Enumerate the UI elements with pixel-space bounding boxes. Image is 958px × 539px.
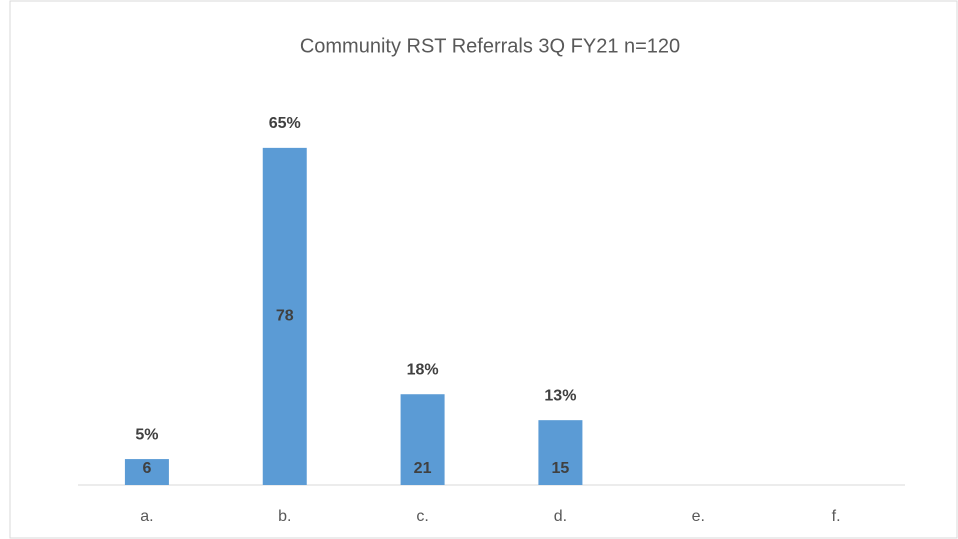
- x-tick-label: f.: [832, 508, 841, 525]
- count-label: 6: [142, 460, 151, 477]
- percent-label: 13%: [544, 387, 576, 404]
- percent-label: 65%: [269, 115, 301, 132]
- count-label: 15: [552, 460, 570, 477]
- count-label: 78: [276, 308, 294, 325]
- count-label: 21: [414, 460, 432, 477]
- x-tick-label: b.: [278, 508, 291, 525]
- bar: [262, 147, 307, 485]
- percent-label: 5%: [135, 426, 158, 443]
- chart-title: Community RST Referrals 3Q FY21 n=120: [300, 35, 680, 57]
- bar: [400, 394, 445, 485]
- percent-label: 18%: [407, 361, 439, 378]
- x-tick-label: c.: [416, 508, 428, 525]
- bar: [538, 420, 583, 485]
- chart-frame: [9, 0, 958, 539]
- x-tick-label: a.: [140, 508, 153, 525]
- x-tick-label: e.: [692, 508, 705, 525]
- bar: [124, 459, 169, 485]
- x-tick-label: d.: [554, 508, 567, 525]
